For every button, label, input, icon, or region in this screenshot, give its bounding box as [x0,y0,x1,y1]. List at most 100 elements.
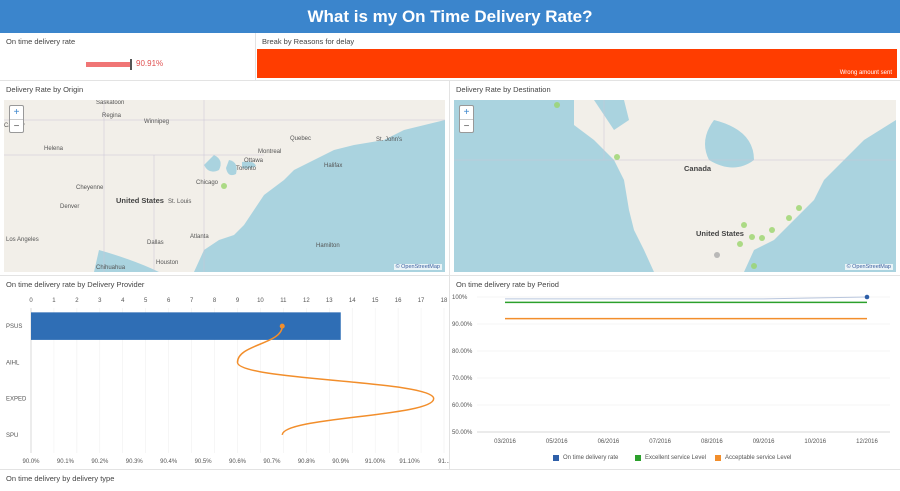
x-top-tick-label: 14 [349,298,356,304]
category-label: EXPED [6,397,27,403]
x-top-tick-label: 11 [280,298,287,304]
origin-map[interactable]: Saskatoon Regina Winnipeg Calgary Helena… [4,100,445,272]
x-bottom-tick-label: 90.3% [126,459,144,465]
kpi-target-marker [130,59,132,70]
city-label: Chicago [196,180,219,186]
provider-chart-title: On time delivery rate by Delivery Provid… [6,280,145,289]
x-top-tick-label: 10 [257,298,264,304]
city-label: Toronto [236,166,257,172]
y-tick-label: 50.00% [452,430,473,436]
destination-map[interactable]: Canada United States + − © OpenStreetMap [454,100,896,272]
x-top-tick-label: 13 [326,298,333,304]
x-top-tick-label: 8 [213,298,217,304]
y-tick-label: 80.00% [452,349,473,355]
x-tick-label: 05/2016 [546,439,568,445]
city-label: Helena [44,146,64,152]
city-label: St. John's [376,137,403,143]
country-label: United States [116,196,164,205]
city-label: Los Angeles [6,237,39,243]
reason-bar-wrong-amount[interactable]: Wrong amount sent [257,49,897,78]
legend-acceptable[interactable]: Acceptable service Level [715,455,791,461]
x-top-tick-label: 18 [441,298,448,304]
category-label: SPU [6,433,18,439]
map-dot[interactable] [737,241,743,247]
city-label: Dallas [147,240,164,246]
period-chart-title: On time delivery rate by Period [456,280,559,289]
x-tick-label: 06/2016 [598,439,620,445]
city-label: Montreal [258,149,282,155]
x-tick-label: 07/2016 [649,439,671,445]
x-top-tick-label: 6 [167,298,171,304]
map-attribution[interactable]: © OpenStreetMap [393,264,442,270]
x-bottom-tick-label: 90.4% [160,459,178,465]
x-bottom-tick-label: 90.1% [57,459,75,465]
x-bottom-tick-label: 91.00% [365,459,386,465]
country-label: United States [696,229,744,238]
series-line-on-time-delivery-rate [505,296,868,300]
map-dot[interactable] [741,222,747,228]
zoom-out-button[interactable]: − [460,119,473,132]
map-dot[interactable] [614,154,620,160]
map-dot[interactable] [759,235,765,241]
x-bottom-tick-label: 90.5% [195,459,213,465]
city-label: Regina [102,113,122,119]
legend-on-time[interactable]: On time delivery rate [553,455,618,461]
destination-map-title: Delivery Rate by Destination [456,85,551,94]
legend-excellent[interactable]: Excellent service Level [635,455,706,461]
x-top-tick-label: 7 [190,298,194,304]
divider [449,81,450,275]
x-bottom-tick-label: 90.7% [263,459,281,465]
country-label: Canada [684,164,712,173]
destination-zoom-control: + − [459,105,474,133]
zoom-out-button[interactable]: − [10,119,23,132]
legend-label: Acceptable service Level [725,455,792,461]
period-chart-panel: On time delivery rate by Period [450,276,900,469]
divider [0,80,900,81]
x-top-tick-label: 5 [144,298,148,304]
kpi-bar-fill [86,62,130,67]
map-dot[interactable] [221,183,227,189]
x-bottom-tick-label: 90.9% [332,459,350,465]
x-tick-label: 09/2016 [753,439,775,445]
kpi-panel: On time delivery rate [0,33,255,80]
x-top-tick-label: 2 [75,298,79,304]
x-top-tick-label: 0 [29,298,33,304]
series-point [864,294,870,300]
divider [0,275,900,276]
map-dot[interactable] [796,205,802,211]
destination-map-land [454,100,896,272]
y-tick-label: 90.00% [452,322,473,328]
category-label: AIHL [6,360,20,366]
bar-psus [31,312,341,340]
x-tick-label: 08/2016 [701,439,723,445]
map-dot[interactable] [749,234,755,240]
kpi-title: On time delivery rate [6,37,76,46]
delivery-type-panel: On time delivery by delivery type [0,470,900,491]
city-label: Houston [156,260,179,266]
map-dot[interactable] [786,215,792,221]
city-label: Denver [60,204,80,210]
x-top-tick-label: 9 [236,298,240,304]
kpi-value: 90.91% [136,59,164,68]
x-bottom-tick-label: 91... [438,459,449,465]
y-tick-label: 60.00% [452,403,473,409]
zoom-in-button[interactable]: + [463,107,470,118]
map-dot[interactable] [554,102,560,108]
legend-label: On time delivery rate [563,455,619,461]
city-label: Cheyenne [76,185,104,191]
city-label: St. Louis [168,199,192,205]
divider [255,33,256,80]
origin-zoom-control: + − [9,105,24,133]
city-label: Chihuahua [96,265,126,271]
x-top-tick-label: 4 [121,298,125,304]
category-label: PSUS [6,324,22,330]
reasons-title: Break by Reasons for delay [262,37,355,46]
map-attribution[interactable]: © OpenStreetMap [844,264,893,270]
zoom-in-button[interactable]: + [13,107,20,118]
map-dot[interactable] [751,263,757,269]
map-dot[interactable] [769,227,775,233]
map-dot[interactable] [714,252,720,258]
city-label: Halifax [324,163,343,169]
x-top-tick-label: 17 [418,298,425,304]
